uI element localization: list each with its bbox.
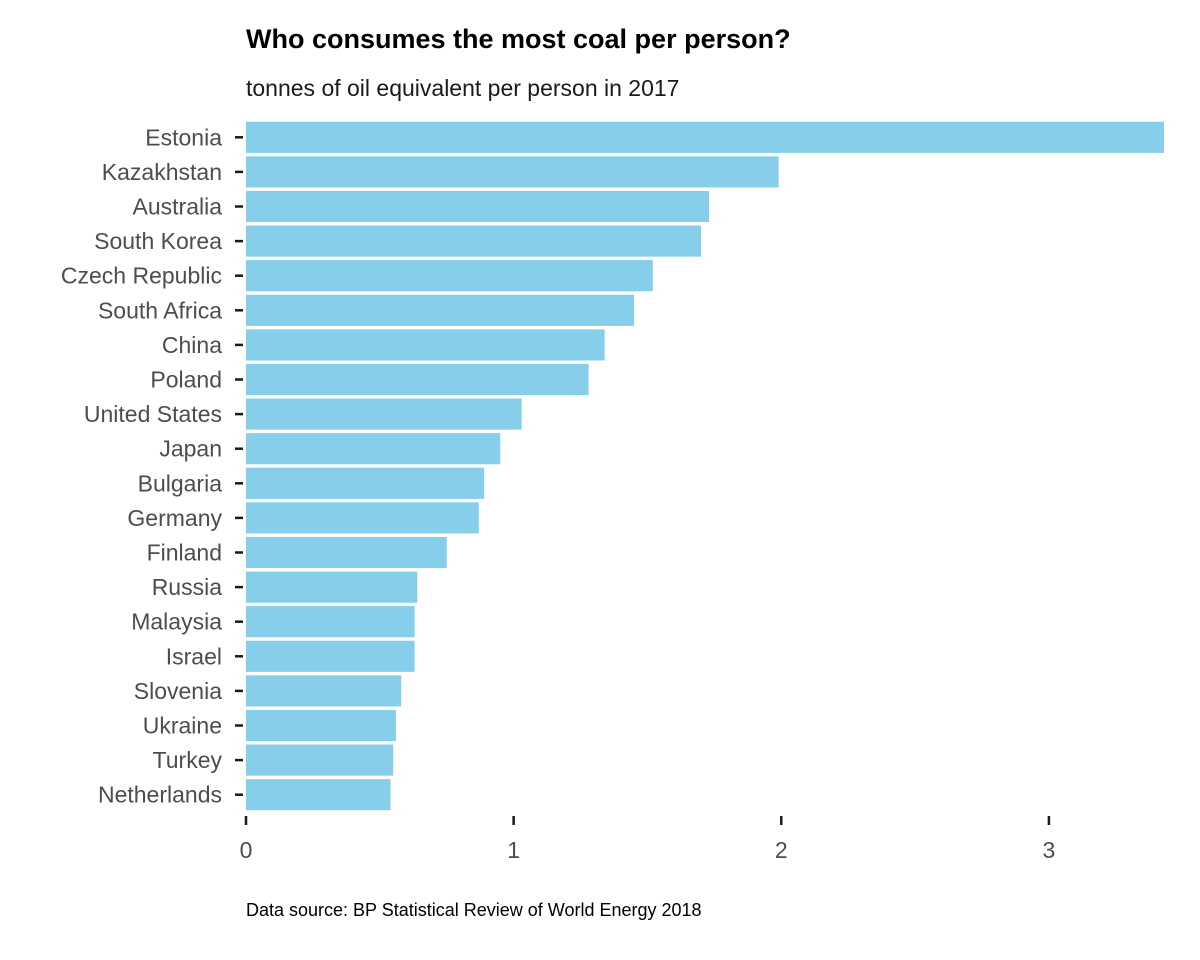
bar <box>246 156 779 188</box>
category-label: Germany <box>127 505 222 531</box>
category-label: Bulgaria <box>138 470 223 496</box>
category-label: Netherlands <box>98 782 222 808</box>
bar <box>246 294 635 326</box>
category-label: Estonia <box>145 124 222 150</box>
chart-caption: Data source: BP Statistical Review of Wo… <box>246 900 702 920</box>
bar <box>246 640 415 672</box>
bar <box>246 190 710 223</box>
bar <box>246 675 402 707</box>
bar <box>246 225 701 257</box>
bar <box>246 502 479 534</box>
category-label: South Africa <box>98 297 222 323</box>
bar <box>246 433 501 465</box>
bar <box>246 121 1164 153</box>
bar <box>246 363 589 396</box>
category-label: Australia <box>133 194 223 220</box>
x-tick-label: 1 <box>507 837 520 863</box>
bar <box>246 260 653 292</box>
chart-subtitle: tonnes of oil equivalent per person in 2… <box>246 75 680 101</box>
bar <box>246 536 447 569</box>
category-label: Czech Republic <box>61 263 222 289</box>
bar <box>246 571 418 603</box>
bar <box>246 329 605 361</box>
x-axis: 0 1 2 3 <box>240 816 1056 863</box>
category-label: Slovenia <box>134 678 222 704</box>
bar <box>246 744 394 776</box>
chart-title: Who consumes the most coal per person? <box>246 24 791 54</box>
category-label: Kazakhstan <box>102 159 222 185</box>
category-label: United States <box>84 401 222 427</box>
category-label: Malaysia <box>131 609 222 635</box>
x-tick-label: 2 <box>775 837 788 863</box>
category-label: Finland <box>147 540 222 566</box>
bars-layer <box>246 121 1164 811</box>
bar <box>246 467 485 499</box>
bar <box>246 606 415 638</box>
category-label: Japan <box>159 436 222 462</box>
bar <box>246 398 522 430</box>
x-tick-label: 3 <box>1043 837 1056 863</box>
category-label: China <box>162 332 222 358</box>
x-tick-label: 0 <box>240 837 253 863</box>
category-label: Turkey <box>153 747 223 773</box>
bar <box>246 779 391 811</box>
category-label: Israel <box>166 643 222 669</box>
category-label: Ukraine <box>143 713 222 739</box>
bar <box>246 709 396 742</box>
category-label: Russia <box>152 574 223 600</box>
category-label: South Korea <box>94 228 222 254</box>
category-label: Poland <box>150 367 222 393</box>
y-axis: Estonia Kazakhstan Australia South Korea Cze… <box>61 124 243 808</box>
